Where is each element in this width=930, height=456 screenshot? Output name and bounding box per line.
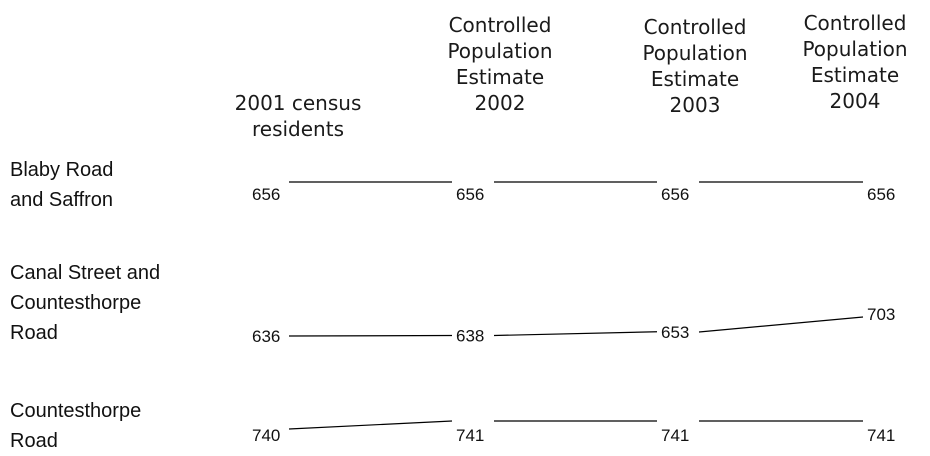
column-header-line: Estimate: [810, 63, 900, 87]
row-label-line: Countesthorpe: [10, 292, 142, 314]
row-label-blaby-road: Blaby Road and Saffron: [10, 155, 113, 215]
column-header-line: Controlled: [803, 11, 907, 35]
value-label: 741: [456, 426, 484, 445]
value-label: 703: [867, 305, 895, 324]
column-header-2004: Controlled Population Estimate 2004: [780, 10, 930, 114]
column-header-line: Population: [802, 37, 908, 61]
series-segment: [288, 420, 453, 430]
column-header-line: Estimate: [650, 67, 740, 91]
column-header-line: 2002: [474, 91, 526, 115]
column-header-line: Estimate: [455, 65, 545, 89]
row-label-line: and Saffron: [10, 189, 114, 211]
column-header-line: 2004: [829, 89, 881, 113]
column-header-2002: Controlled Population Estimate 2002: [425, 12, 575, 116]
column-header-line: Controlled: [643, 15, 747, 39]
value-label: 741: [661, 426, 689, 445]
value-label: 638: [456, 327, 484, 346]
column-header-line: residents: [251, 117, 344, 141]
row-label-canal-street: Canal Street and Countesthorpe Road: [10, 258, 160, 348]
row-label-line: Canal Street and: [10, 262, 161, 284]
series-segment: [698, 316, 864, 333]
column-header-line: 2003: [669, 93, 721, 117]
row-label-line: Countesthorpe: [10, 400, 142, 422]
value-label: 741: [867, 426, 895, 445]
column-header-2001: 2001 census residents: [223, 90, 373, 142]
value-label: 653: [661, 323, 689, 342]
column-header-2003: Controlled Population Estimate 2003: [620, 14, 770, 118]
row-label-line: Blaby Road: [10, 159, 114, 181]
column-header-line: Population: [642, 41, 748, 65]
value-label: 656: [252, 185, 280, 204]
value-label: 656: [661, 185, 689, 204]
column-header-line: Controlled: [448, 13, 552, 37]
column-header-line: 2001 census: [234, 91, 362, 115]
row-label-line: Road: [10, 322, 58, 344]
series-segment: [288, 334, 453, 337]
column-header-line: Population: [447, 39, 553, 63]
value-label: 636: [252, 327, 280, 346]
value-label: 656: [456, 185, 484, 204]
slope-chart-plot: 656 656 656 656 636 638 653 703 740 741 741 741: [252, 181, 895, 445]
value-label: 740: [252, 426, 280, 445]
series-segment: [493, 331, 658, 337]
value-label: 656: [867, 185, 895, 204]
